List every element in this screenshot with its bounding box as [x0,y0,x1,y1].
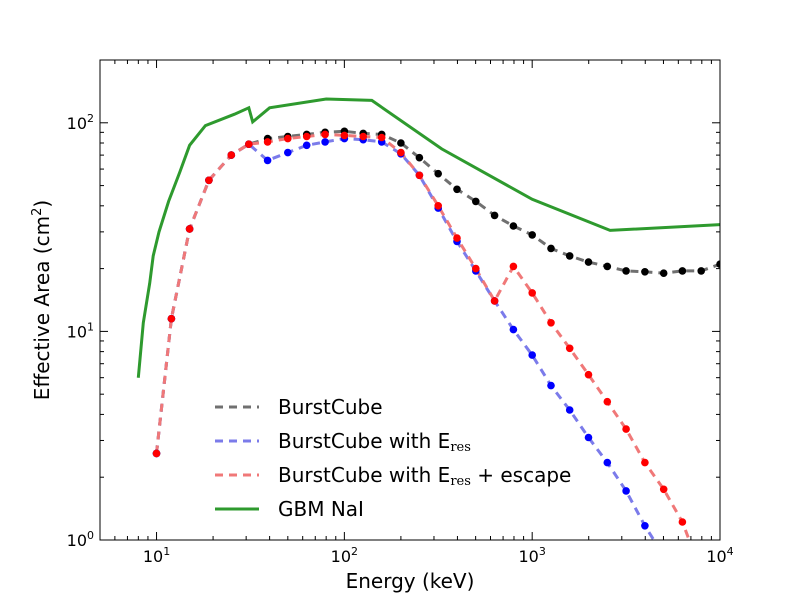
series-points [152,127,720,530]
point-burstcube [641,268,649,276]
legend-label-burstcube-with-e-res-escape: BurstCube with Eres + escape [278,463,571,489]
point-burstcube [453,185,461,194]
point-burstcube [397,139,405,147]
point-burstcube [509,222,518,230]
point-burstcube-with-e-res-escape [490,297,499,305]
point-burstcube-with-e-res [528,351,536,359]
point-burstcube-with-e-res [565,406,574,414]
point-burstcube-with-e-res-escape [415,171,424,180]
point-burstcube-with-e-res [284,148,292,157]
series-line-burstcube-with-e-res-escape [155,132,691,540]
point-burstcube-with-e-res-escape [227,151,236,159]
point-burstcube-with-e-res-escape [659,485,668,494]
point-burstcube-with-e-res-escape [472,264,480,273]
tick-labels: 101 102 103 104 100 101 102 [67,112,734,566]
x-tick-label: 102 [331,545,358,566]
point-burstcube-with-e-res [603,458,612,467]
point-burstcube-with-e-res-escape [678,518,687,526]
y-axis-label-main: Effective Area (cm [30,216,54,400]
point-burstcube [603,262,612,271]
point-burstcube-with-e-res-escape [185,225,194,233]
point-burstcube-with-e-res-escape [284,134,292,143]
point-burstcube-with-e-res-escape [377,133,386,142]
point-burstcube-with-e-res-escape [167,314,176,323]
point-burstcube-with-e-res-escape [453,234,461,242]
point-burstcube-with-e-res-escape [245,140,253,148]
point-burstcube [697,267,705,275]
point-burstcube-with-e-res-escape [641,458,649,467]
point-burstcube-with-e-res-escape [152,449,161,458]
point-burstcube [415,153,424,162]
y-axis-label: Effective Area (cm2) [30,200,54,400]
point-burstcube-with-e-res [321,138,329,146]
legend-label-gbm-nai: GBM NaI [278,497,364,521]
point-burstcube [472,197,480,206]
point-burstcube-with-e-res [622,487,630,495]
point-burstcube-with-e-res-escape [565,344,574,353]
point-burstcube [434,169,443,178]
point-burstcube-with-e-res-escape [528,289,536,297]
point-burstcube [678,267,687,275]
point-burstcube-with-e-res [263,156,272,165]
plot-frame [99,59,721,541]
y-tick-label: 100 [67,529,94,550]
point-burstcube-with-e-res-escape [622,425,630,433]
point-burstcube-with-e-res [641,522,649,530]
point-burstcube-with-e-res [509,325,518,334]
point-burstcube-with-e-res-escape [603,397,612,406]
point-burstcube-with-e-res-escape [584,370,593,379]
point-burstcube [622,267,630,275]
y-axis-label-end: ) [30,200,54,208]
point-burstcube [565,252,574,260]
axis-ticks [99,59,720,541]
point-burstcube [547,244,555,253]
x-tick-label: 103 [519,545,546,566]
point-burstcube-with-e-res-escape [302,132,311,141]
point-burstcube [716,260,720,268]
legend: BurstCube BurstCube with Eres BurstCube wi… [215,395,571,521]
series-line-burstcube [155,129,720,454]
point-burstcube-with-e-res [547,381,555,390]
point-burstcube [528,231,536,239]
point-burstcube-with-e-res-escape [397,148,405,157]
series-line-gbm-nai [136,97,720,378]
x-tick-label: 101 [143,545,170,566]
legend-label-burstcube: BurstCube [278,395,383,419]
point-burstcube-with-e-res-escape [340,131,349,140]
legend-label-burstcube-with-e-res: BurstCube with Eres [278,429,471,455]
point-burstcube-with-e-res-escape [205,176,213,185]
point-burstcube [584,258,593,266]
x-tick-label: 104 [706,545,733,566]
x-axis-label: Energy (keV) [346,569,475,593]
point-burstcube [490,211,499,220]
point-burstcube-with-e-res [584,433,593,442]
point-burstcube-with-e-res-escape [359,132,368,141]
point-burstcube-with-e-res-escape [263,138,272,146]
y-axis-label-sup: 2 [30,208,45,216]
point-burstcube-with-e-res-escape [547,319,555,327]
y-tick-label: 101 [67,320,94,341]
point-burstcube [659,269,668,278]
point-burstcube-with-e-res-escape [509,262,518,271]
y-tick-label: 102 [67,112,94,133]
point-burstcube-with-e-res [302,141,311,150]
point-burstcube-with-e-res-escape [434,202,443,210]
point-burstcube-with-e-res-escape [321,130,329,139]
